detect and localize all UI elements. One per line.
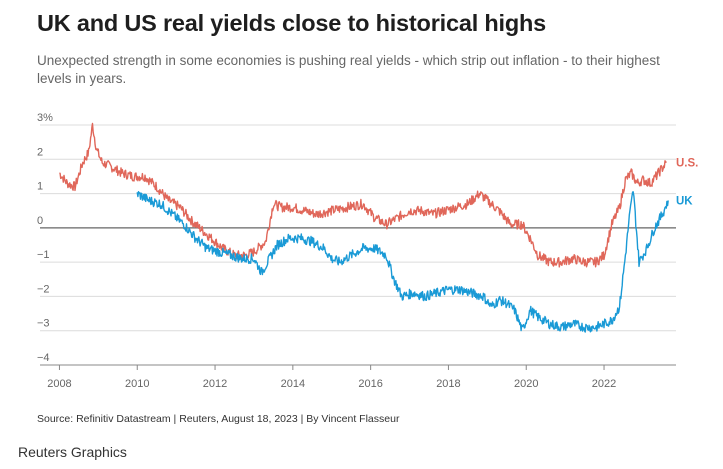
y-tick-label: −1 [37,249,50,261]
x-tick-label: 2008 [47,378,71,390]
y-tick-label: 1 [37,181,43,193]
x-axis: 2008 2010 2012 2014 2016 2018 2020 2022 [40,364,676,390]
series-line-us [59,122,667,268]
x-tick-label: 2020 [514,378,538,390]
series-labels: U.S. UK [676,158,698,208]
x-tick-label: 2018 [436,378,460,390]
y-tick-label: −4 [37,352,50,364]
x-tick-label: 2012 [203,378,227,390]
x-tick-label: 2010 [125,378,149,390]
y-tick-label: −3 [37,318,50,330]
chart-subtitle: Unexpected strength in some economies is… [37,53,660,86]
chart-title: UK and US real yields close to historica… [37,10,547,36]
y-tick-label: 2 [37,146,43,158]
source-note: Source: Refinitiv Datastream | Reuters, … [37,413,400,425]
y-tick-label: −2 [37,283,50,295]
y-tick-label: 3% [37,112,53,124]
y-axis-ticks: 3% 2 1 0 −1 −2 −3 −4 [37,112,53,364]
x-tick-label: 2022 [592,378,616,390]
x-tick-label: 2016 [358,378,382,390]
y-tick-label: 0 [37,215,43,227]
series-lines [59,122,669,333]
line-chart: 3%210−1−2−3−4 2008 2010 2012 2014 2016 2018 20… [37,112,698,390]
series-label-uk: UK [676,195,693,207]
x-tick-label: 2014 [281,378,305,390]
series-line-uk [136,191,669,333]
brand-credit: Reuters Graphics [18,444,127,460]
series-label-us: U.S. [676,158,698,170]
